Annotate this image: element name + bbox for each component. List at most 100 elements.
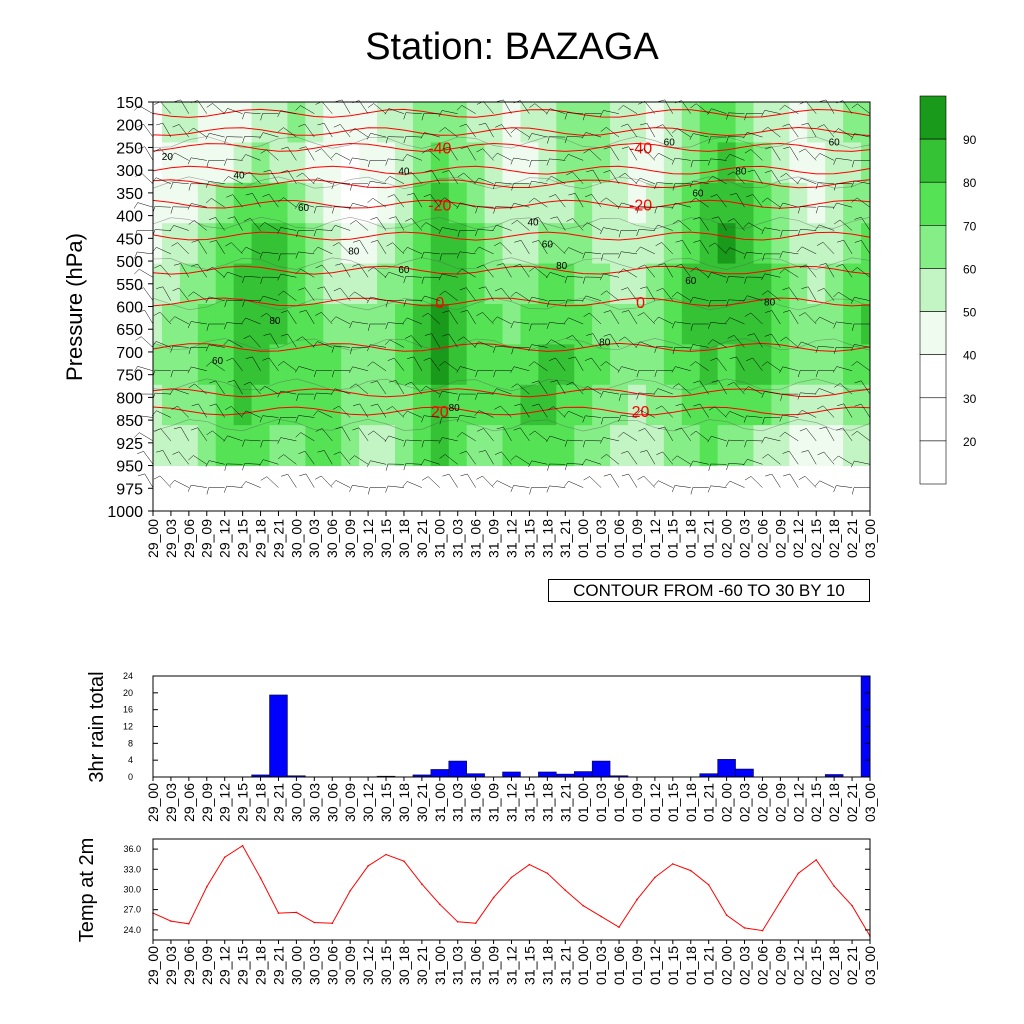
rh-cell xyxy=(359,425,378,467)
wind-barb xyxy=(600,197,620,208)
wind-barb xyxy=(385,463,405,471)
wind-barb xyxy=(636,206,655,214)
wind-barb xyxy=(603,473,620,488)
rh-cell xyxy=(502,182,521,224)
wind-barb xyxy=(438,227,458,234)
wind-barb xyxy=(837,403,853,418)
rh-cell xyxy=(645,303,665,345)
rh-cell xyxy=(681,182,701,224)
rh-cell xyxy=(251,223,271,265)
rh-cell xyxy=(412,303,432,345)
wind-barb xyxy=(566,171,584,184)
rh-cell xyxy=(753,344,772,386)
pressure-tick-label: 850 xyxy=(116,413,143,430)
wind-barb xyxy=(225,242,243,255)
wind-barb xyxy=(851,487,870,495)
wind-barb xyxy=(476,428,494,442)
rh-cell xyxy=(394,344,414,386)
wind-barb xyxy=(603,170,620,184)
rh-cell xyxy=(825,384,844,426)
wind-barb xyxy=(370,380,387,395)
rain-time-label: 01_00 xyxy=(575,783,591,822)
wind-barb xyxy=(135,172,154,184)
wind-barb xyxy=(330,388,351,395)
wind-barb xyxy=(457,172,476,184)
temp-time-label: 30_06 xyxy=(324,946,340,985)
temp-series xyxy=(152,844,871,937)
wind-barb xyxy=(385,300,405,308)
wind-barb xyxy=(600,126,620,138)
pressure-tick-label: 750 xyxy=(116,368,143,385)
wind-barb xyxy=(348,366,369,374)
wind-barb xyxy=(819,99,835,114)
wind-barb xyxy=(243,381,261,395)
rh-cell xyxy=(377,303,396,345)
wind-barb xyxy=(137,473,154,488)
temp-point xyxy=(403,860,405,862)
wind-barb xyxy=(708,242,727,255)
rh-contour-line xyxy=(152,378,871,392)
wind-barb xyxy=(475,392,494,400)
wind-barb xyxy=(456,432,476,442)
wind-barb xyxy=(475,229,494,237)
wind-barb xyxy=(603,146,620,161)
rh-cell xyxy=(681,102,701,143)
wind-barb xyxy=(671,202,691,210)
rh-cell xyxy=(574,303,593,345)
rh-cell xyxy=(520,344,539,386)
wind-barb xyxy=(672,347,691,355)
rh-cell xyxy=(699,102,719,143)
wind-barb xyxy=(581,132,602,139)
rh-cell xyxy=(771,263,790,305)
rh-cell xyxy=(717,303,737,345)
rain-time-label: 30_15 xyxy=(378,783,394,822)
rain-time-label: 31_21 xyxy=(557,783,573,822)
rh-cell xyxy=(197,303,217,345)
wind-barb xyxy=(510,157,530,165)
wind-barb xyxy=(529,160,548,168)
wind-barb xyxy=(137,450,154,465)
wind-barb xyxy=(729,193,745,208)
temp-point xyxy=(241,844,244,847)
wind-barb xyxy=(456,105,476,114)
rain-tick-label: 20 xyxy=(123,688,133,698)
rh-cell xyxy=(484,263,504,305)
wind-barb xyxy=(223,485,243,493)
rh-cell xyxy=(843,344,862,386)
wind-barb xyxy=(564,299,584,307)
rh-cell xyxy=(610,142,629,184)
wind-barb xyxy=(707,158,727,166)
temp-time-label: 29_03 xyxy=(163,946,179,985)
temp-time-label: 02_03 xyxy=(737,946,753,985)
rh-cell xyxy=(323,263,342,305)
wind-barb xyxy=(171,405,189,418)
wind-barb xyxy=(600,417,619,425)
wind-barb xyxy=(241,481,261,488)
wind-barb xyxy=(153,475,172,488)
wind-barb xyxy=(762,126,781,138)
wind-barb xyxy=(690,267,709,278)
temp-contour-line xyxy=(152,179,871,189)
rh-cell xyxy=(251,425,271,467)
wind-barb xyxy=(854,240,871,255)
rh-cell xyxy=(520,102,539,143)
temp-point xyxy=(654,876,656,879)
wind-barb xyxy=(156,286,172,301)
pressure-axis-label: Pressure (hPa) xyxy=(62,233,87,381)
rh-cell xyxy=(520,182,539,224)
wind-barb xyxy=(850,297,871,304)
pressure-tick-label: 200 xyxy=(116,118,143,135)
time-tick-label: 30_03 xyxy=(306,519,322,558)
wind-barb xyxy=(188,383,207,395)
rh-cell xyxy=(197,182,217,224)
wind-barb xyxy=(352,263,369,278)
wind-barb xyxy=(690,487,709,495)
temp-time-label: 30_18 xyxy=(396,946,412,985)
wind-barb xyxy=(367,361,387,372)
wind-barb xyxy=(657,263,674,278)
rh-cell xyxy=(735,384,754,426)
wind-barb xyxy=(385,158,405,166)
wind-barb xyxy=(313,206,333,214)
rain-time-label: 01_18 xyxy=(683,783,699,822)
rh-cell xyxy=(305,142,324,184)
